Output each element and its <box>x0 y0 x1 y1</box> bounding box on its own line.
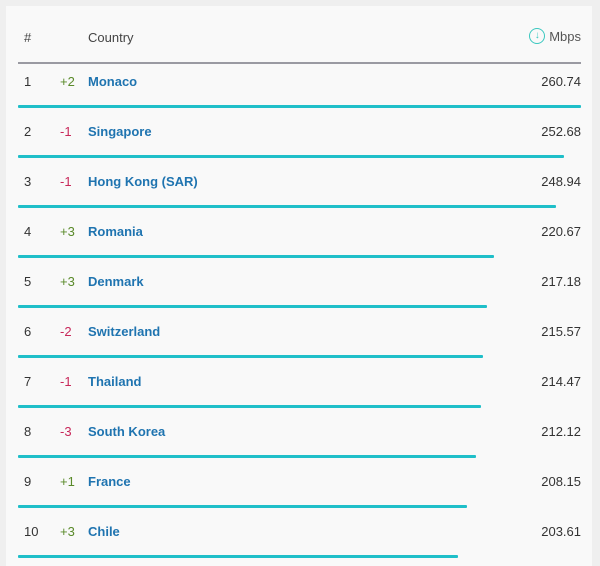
table-row: 6 -2 Switzerland 215.57 <box>18 308 581 358</box>
rank: 3 <box>24 174 32 189</box>
table-row: 4 +3 Romania 220.67 <box>18 208 581 258</box>
rank: 9 <box>24 474 32 489</box>
speed-bar <box>18 105 581 108</box>
rank-change: +3 <box>60 274 75 289</box>
country-link[interactable]: Monaco <box>88 74 138 89</box>
speed-bar <box>18 405 481 408</box>
country-column-header: Country <box>88 30 134 45</box>
speed-value: 208.15 <box>541 474 581 489</box>
table-row: 5 +3 Denmark 217.18 <box>18 258 581 308</box>
country-link[interactable]: Denmark <box>88 274 144 289</box>
rank-column-header: # <box>24 30 32 45</box>
table-row: 8 -3 South Korea 212.12 <box>18 408 581 458</box>
speed-value: 252.68 <box>541 124 581 139</box>
speed-value: 212.12 <box>541 424 581 439</box>
speed-value: 215.57 <box>541 324 581 339</box>
speed-value: 203.61 <box>541 524 581 539</box>
country-link[interactable]: France <box>88 474 131 489</box>
speed-bar <box>18 205 556 208</box>
rank-change: +3 <box>60 524 75 539</box>
rank-change: -3 <box>60 424 72 439</box>
mbps-column-header[interactable]: ↓ Mbps <box>529 28 581 44</box>
speed-bar <box>18 305 487 308</box>
speed-bar <box>18 505 467 508</box>
table-row: 10 +3 Chile 203.61 <box>18 508 581 558</box>
table-header: # Country ↓ Mbps <box>18 6 581 64</box>
speed-value: 217.18 <box>541 274 581 289</box>
table-row: 3 -1 Hong Kong (SAR) 248.94 <box>18 158 581 208</box>
table-row: 7 -1 Thailand 214.47 <box>18 358 581 408</box>
speed-value: 260.74 <box>541 74 581 89</box>
rank: 7 <box>24 374 32 389</box>
speed-ranking-table: # Country ↓ Mbps 1 +2 Monaco 260.74 2 -1 Singa… <box>6 6 592 566</box>
speed-bar <box>18 455 476 458</box>
speed-value: 220.67 <box>541 224 581 239</box>
country-link[interactable]: Chile <box>88 524 120 539</box>
country-link[interactable]: Switzerland <box>88 324 161 339</box>
rank-change: +1 <box>60 474 75 489</box>
rank: 1 <box>24 74 32 89</box>
rank-change: +2 <box>60 74 75 89</box>
country-link[interactable]: Thailand <box>88 374 142 389</box>
speed-value: 248.94 <box>541 174 581 189</box>
country-link[interactable]: Singapore <box>88 124 152 139</box>
speed-bar <box>18 555 458 558</box>
rank: 6 <box>24 324 32 339</box>
speed-value: 214.47 <box>541 374 581 389</box>
speed-bar <box>18 355 483 358</box>
rank: 4 <box>24 224 32 239</box>
unit-label: Mbps <box>549 28 581 44</box>
rank-change: -1 <box>60 124 72 139</box>
country-link[interactable]: Hong Kong (SAR) <box>88 174 198 189</box>
country-link[interactable]: South Korea <box>88 424 166 439</box>
rank-change: +3 <box>60 224 75 239</box>
table-row: 2 -1 Singapore 252.68 <box>18 108 581 158</box>
download-icon: ↓ <box>529 28 546 44</box>
speed-bar <box>18 155 564 158</box>
rank-change: -2 <box>60 324 72 339</box>
rank: 8 <box>24 424 32 439</box>
speed-bar <box>18 255 494 258</box>
country-link[interactable]: Romania <box>88 224 143 239</box>
rank: 5 <box>24 274 32 289</box>
rank: 2 <box>24 124 32 139</box>
rank-change: -1 <box>60 174 72 189</box>
rank-change: -1 <box>60 374 72 389</box>
table-row: 9 +1 France 208.15 <box>18 458 581 508</box>
table-row: 1 +2 Monaco 260.74 <box>18 58 581 108</box>
rank: 10 <box>24 524 39 539</box>
